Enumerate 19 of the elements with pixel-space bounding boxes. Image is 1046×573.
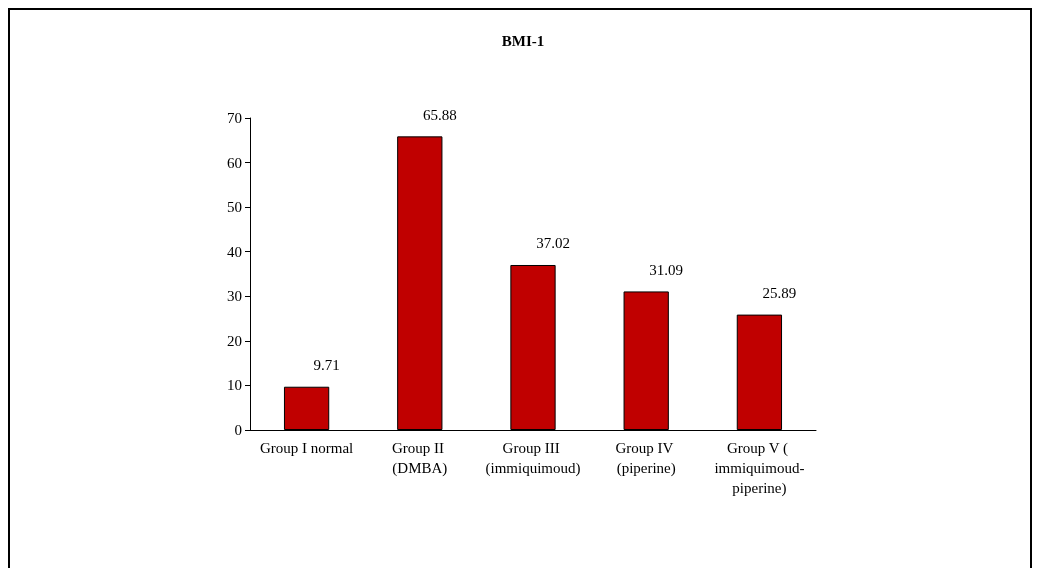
x-tick-label: Group V ( immiquimoud-piperine) <box>714 440 805 497</box>
chart-title: BMI-1 <box>501 32 545 49</box>
y-tick-label: 0 <box>234 422 242 438</box>
data-label: 65.88 <box>422 106 457 123</box>
y-tick-label: 20 <box>227 332 242 349</box>
data-label: 37.02 <box>536 235 570 252</box>
data-label: 9.71 <box>313 357 340 374</box>
y-tick-label: 40 <box>227 243 242 260</box>
x-tick-label: Group I normal <box>259 440 354 456</box>
data-label: 31.09 <box>649 261 684 278</box>
y-tick-label: 50 <box>227 199 242 216</box>
y-tick-label: 60 <box>227 154 242 171</box>
y-tick-label: 30 <box>227 288 242 305</box>
y-tick-label: 10 <box>227 377 242 394</box>
x-tick-label: Group II (DMBA) <box>391 440 448 477</box>
x-tick-label: Group III (immiquimoud) <box>485 440 581 477</box>
y-tick-label: 70 <box>227 110 242 126</box>
x-tick-label: Group IV (piperine) <box>615 440 677 477</box>
data-label: 25.89 <box>762 285 797 302</box>
